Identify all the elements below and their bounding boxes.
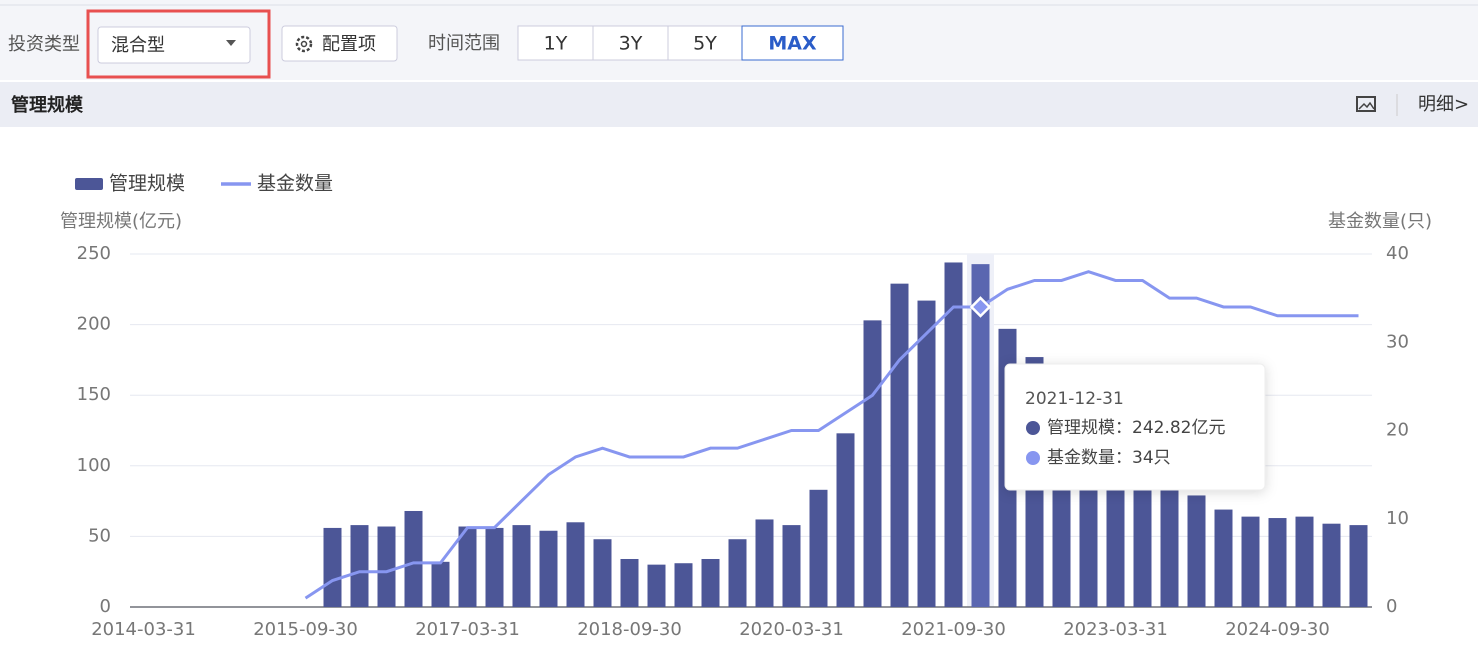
bar <box>1214 509 1233 607</box>
image-icon[interactable] <box>1356 96 1376 112</box>
hover-point <box>969 296 992 318</box>
section-title: 管理规模 <box>11 94 84 116</box>
bar <box>836 433 855 607</box>
bar <box>350 525 369 607</box>
x-tick-label: 2015-09-30 <box>253 619 358 640</box>
y-tick-label: 0 <box>100 596 111 617</box>
tooltip-dot <box>1026 421 1040 435</box>
chart: 管理规模(亿元) 基金数量(只) 0 50 100 150 200 250 0 10 20 30 40 2… <box>60 173 1432 641</box>
bar <box>701 558 720 607</box>
bar <box>512 525 531 607</box>
range-button[interactable] <box>517 25 594 61</box>
bar <box>566 522 585 607</box>
range-label[interactable]: MAX <box>768 33 817 55</box>
y-tick-label: 150 <box>77 384 111 405</box>
y2-tick-label: 0 <box>1386 596 1397 617</box>
x-tick-label: 2017-03-31 <box>415 619 520 640</box>
image-icon-mark <box>1358 101 1375 110</box>
bar <box>917 300 936 607</box>
bar <box>755 519 774 607</box>
bar <box>1133 462 1152 607</box>
bar <box>404 510 423 607</box>
gear-center <box>300 40 308 48</box>
bar <box>890 283 909 607</box>
bar <box>620 558 639 607</box>
range-label[interactable]: 5Y <box>693 33 717 55</box>
bar <box>593 539 612 607</box>
line <box>304 270 1359 600</box>
bar <box>647 564 666 607</box>
bar <box>485 527 504 607</box>
bar <box>1106 461 1125 607</box>
bar <box>323 527 342 607</box>
tooltip-dot <box>1026 451 1040 465</box>
bar <box>944 262 963 607</box>
bar <box>431 561 450 607</box>
bar <box>539 530 558 607</box>
config-label[interactable]: 配置项 <box>322 34 376 55</box>
bar <box>1268 518 1287 607</box>
legend-swatch <box>75 178 103 190</box>
y2-tick-label: 40 <box>1386 243 1409 264</box>
y2-axis-title: 基金数量(只) <box>1328 211 1432 232</box>
bar <box>1295 516 1314 607</box>
range-label[interactable]: 3Y <box>619 33 643 55</box>
tooltip-row: 基金数量：34只 <box>1047 448 1171 468</box>
detail-link[interactable]: 明细> <box>1418 94 1469 115</box>
x-tick-label: 2020-03-31 <box>739 619 844 640</box>
range-button[interactable] <box>667 25 743 61</box>
y-tick-label: 50 <box>88 525 111 546</box>
bar <box>1241 516 1260 607</box>
bar <box>674 563 693 607</box>
bar <box>1349 525 1368 607</box>
bar <box>809 489 828 607</box>
bar <box>1322 523 1341 607</box>
y-tick-label: 100 <box>77 455 111 476</box>
type-dropdown[interactable] <box>97 26 251 64</box>
y2-tick-label: 30 <box>1386 331 1409 352</box>
gear-icon <box>295 35 313 53</box>
legend-label: 基金数量 <box>257 173 333 195</box>
x-tick-label: 2021-09-30 <box>901 619 1006 640</box>
legend-label: 管理规模 <box>109 173 185 195</box>
tooltip <box>1004 363 1266 491</box>
range-label: 时间范围 <box>428 33 500 54</box>
y2-tick-label: 20 <box>1386 420 1409 441</box>
bar <box>377 526 396 607</box>
y-axis-title: 管理规模(亿元) <box>60 211 182 232</box>
config-button[interactable] <box>281 25 398 62</box>
bar <box>728 539 747 607</box>
tooltip-row: 管理规模：242.82亿元 <box>1047 418 1225 438</box>
x-tick-label: 2023-03-31 <box>1063 619 1168 640</box>
x-tick-label: 2024-09-30 <box>1225 619 1330 640</box>
dropdown-arrow <box>226 40 236 46</box>
highlight-box <box>86 9 271 79</box>
section-header <box>0 82 1478 127</box>
bar <box>458 526 477 607</box>
bar <box>1187 495 1206 607</box>
bar <box>863 320 882 607</box>
x-tick-label: 2018-09-30 <box>577 619 682 640</box>
bar <box>1160 484 1179 607</box>
bar <box>971 264 990 607</box>
range-group: 1Y 3Y 5Y MAX <box>517 25 844 61</box>
range-button[interactable] <box>741 25 844 61</box>
x-tick-label: 2014-03-31 <box>91 619 196 640</box>
y-tick-label: 200 <box>77 314 111 335</box>
type-label: 投资类型 <box>8 34 80 55</box>
tooltip-date: 2021-12-31 <box>1025 389 1124 409</box>
y-tick-label: 250 <box>77 243 111 264</box>
bar <box>782 525 801 607</box>
range-label[interactable]: 1Y <box>544 33 568 55</box>
y2-tick-label: 10 <box>1386 508 1409 529</box>
type-value[interactable]: 混合型 <box>111 35 165 56</box>
